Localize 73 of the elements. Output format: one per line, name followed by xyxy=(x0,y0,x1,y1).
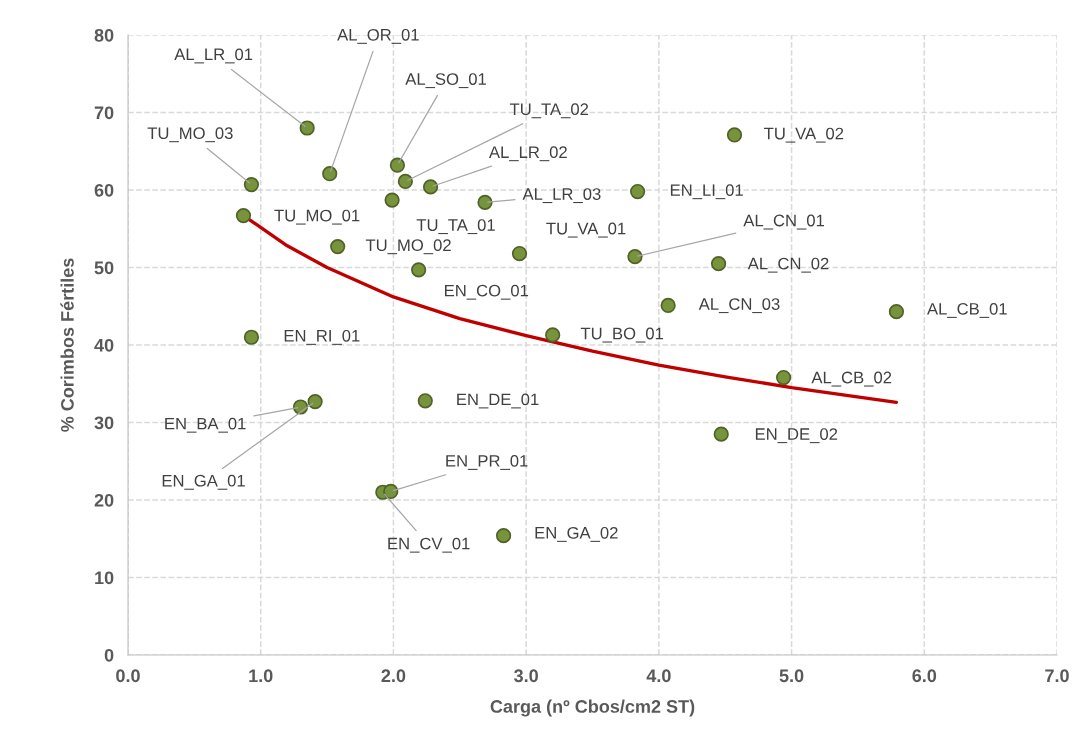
annotation: AL_SO_01 xyxy=(405,73,486,89)
annotation: EN_PR_01 xyxy=(446,454,528,470)
point xyxy=(627,249,643,265)
annotation: TU_VA_01 xyxy=(546,222,626,238)
annotation: TU_TA_02 xyxy=(509,103,589,119)
annotation: TU_VA_02 xyxy=(764,127,844,143)
annotation: AL_CN_01 xyxy=(743,214,825,230)
annotation: EN_DE_01 xyxy=(457,393,539,409)
x-tick-label: 0.0 xyxy=(116,669,140,683)
annotation: EN_LI_01 xyxy=(670,184,743,200)
x-tick-label: 5.0 xyxy=(779,669,804,683)
y-tick-label: 40 xyxy=(94,338,114,352)
y-tick-label: 0 xyxy=(104,648,114,662)
annotation: AL_LR_01 xyxy=(174,48,253,64)
point xyxy=(776,369,792,386)
point xyxy=(389,157,406,173)
point xyxy=(330,238,346,255)
annotation: EN_GA_01 xyxy=(162,474,245,490)
x-axis-title: Carga (nº Cbos/cm2 ST) xyxy=(490,699,695,717)
point xyxy=(397,173,413,190)
annotation: TU_MO_01 xyxy=(274,209,360,225)
point xyxy=(322,166,338,182)
point xyxy=(383,483,399,500)
annotation: AL_CN_03 xyxy=(698,298,780,314)
y-tick-label: 70 xyxy=(94,106,114,120)
y-tick-label: 30 xyxy=(94,416,114,430)
y-tick-label: 50 xyxy=(94,261,114,275)
point xyxy=(495,528,512,544)
y-tick-label: 10 xyxy=(95,571,114,585)
annotation: AL_CN_02 xyxy=(747,257,829,273)
annotation: AL_CB_01 xyxy=(927,302,1007,318)
annotation: EN_RI_01 xyxy=(284,329,360,345)
annotation: EN_CO_01 xyxy=(445,284,529,300)
point xyxy=(713,426,729,442)
point xyxy=(888,304,905,320)
annotation: TU_MO_03 xyxy=(147,127,233,143)
point xyxy=(411,262,427,278)
x-tick-label: 1.0 xyxy=(249,669,273,683)
annotation: EN_CV_01 xyxy=(388,537,470,553)
annotation: AL_LR_02 xyxy=(488,146,567,162)
point xyxy=(726,127,743,143)
point xyxy=(299,120,315,136)
x-tick-label: 2.0 xyxy=(381,669,406,683)
point xyxy=(384,192,400,208)
annotation: EN_GA_02 xyxy=(535,526,618,542)
annotation: TU_BO_01 xyxy=(580,327,664,343)
x-tick-label: 4.0 xyxy=(646,669,671,683)
annotation: EN_DE_02 xyxy=(755,428,838,444)
point xyxy=(710,256,727,272)
point xyxy=(545,327,561,343)
x-tick-label: 6.0 xyxy=(912,669,937,683)
annotation: TU_MO_02 xyxy=(365,239,451,255)
point xyxy=(417,393,433,409)
point xyxy=(243,329,260,345)
annotation: TU_TA_01 xyxy=(416,219,495,235)
point xyxy=(630,183,646,200)
x-tick-label: 7.0 xyxy=(1045,669,1069,683)
point xyxy=(235,207,252,224)
point xyxy=(511,245,528,262)
x-tick-label: 3.0 xyxy=(514,669,538,683)
y-tick-label: 60 xyxy=(94,183,114,197)
point xyxy=(243,176,260,193)
point xyxy=(660,297,676,314)
point xyxy=(477,194,493,211)
y-tick-label: 20 xyxy=(94,493,114,507)
point xyxy=(422,179,439,195)
annotation: AL_LR_03 xyxy=(522,188,601,204)
annotation: AL_CB_02 xyxy=(811,371,892,387)
annotation: EN_BA_01 xyxy=(165,417,246,433)
point xyxy=(307,393,323,410)
y-axis-title: % Corimbos Fértiles xyxy=(60,258,74,432)
y-tick-label: 80 xyxy=(94,28,114,42)
annotation: AL_OR_01 xyxy=(337,28,419,44)
